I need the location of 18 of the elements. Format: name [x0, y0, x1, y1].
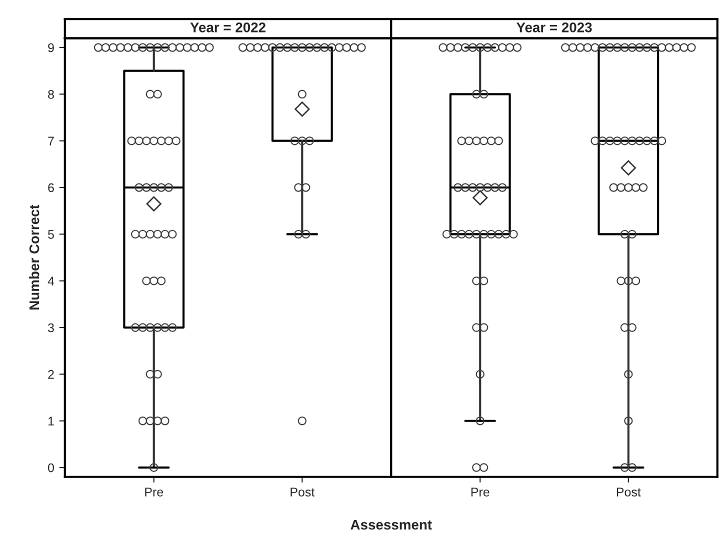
- y-tick-label: 2: [48, 370, 54, 379]
- chart-title: Year = 2023: [516, 22, 592, 32]
- y-axis-title: Number Correct: [29, 204, 40, 310]
- x-tick-label: Post: [290, 488, 315, 496]
- y-tick-label: 9: [48, 43, 54, 52]
- x-axis-title: Assessment: [350, 520, 432, 530]
- x-tick-label: Pre: [471, 488, 490, 496]
- y-tick-label: 3: [48, 323, 54, 332]
- x-tick-label: Pre: [145, 488, 164, 496]
- y-tick-label: 1: [48, 416, 54, 426]
- y-tick-label: 5: [48, 230, 54, 239]
- y-tick-label: 7: [48, 136, 54, 146]
- y-tick-label: 8: [48, 90, 54, 99]
- y-tick-label: 0: [48, 463, 54, 472]
- x-tick-label: Post: [616, 488, 641, 496]
- chart-title: Year = 2022: [190, 22, 266, 32]
- y-tick-label: 6: [48, 183, 54, 192]
- y-tick-label: 4: [48, 276, 54, 286]
